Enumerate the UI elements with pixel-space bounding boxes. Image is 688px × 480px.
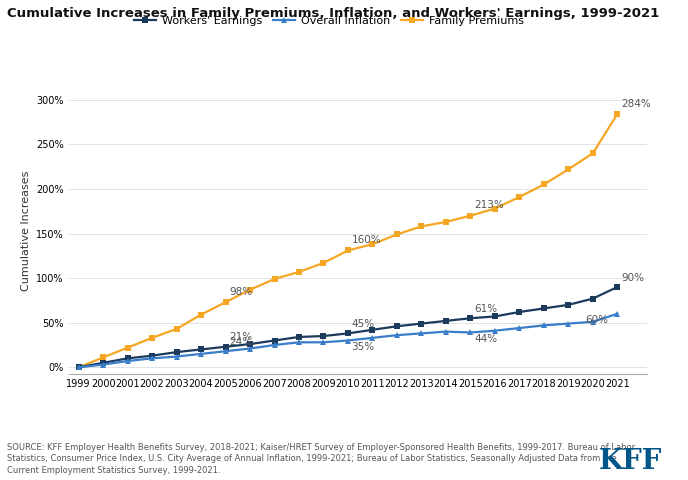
Text: 284%: 284% — [621, 99, 651, 108]
Text: 90%: 90% — [621, 273, 644, 283]
Text: KFF: KFF — [599, 448, 662, 475]
Text: SOURCE: KFF Employer Health Benefits Survey, 2018-2021; Kaiser/HRET Survey of Em: SOURCE: KFF Employer Health Benefits Sur… — [7, 443, 635, 475]
Text: 98%: 98% — [229, 287, 252, 297]
Legend: Workers' Earnings, Overall Inflation, Family Premiums: Workers' Earnings, Overall Inflation, Fa… — [129, 12, 528, 30]
Text: 60%: 60% — [585, 315, 608, 325]
Text: 160%: 160% — [352, 235, 381, 245]
Text: 213%: 213% — [474, 200, 504, 210]
Text: 61%: 61% — [474, 304, 497, 314]
Text: 35%: 35% — [352, 342, 375, 352]
Text: 24%: 24% — [229, 337, 252, 347]
Y-axis label: Cumulative Increases: Cumulative Increases — [21, 170, 31, 290]
Text: 44%: 44% — [474, 334, 497, 344]
Text: 45%: 45% — [352, 319, 375, 329]
Text: 21%: 21% — [229, 332, 252, 342]
Text: Cumulative Increases in Family Premiums, Inflation, and Workers' Earnings, 1999-: Cumulative Increases in Family Premiums,… — [7, 7, 659, 20]
